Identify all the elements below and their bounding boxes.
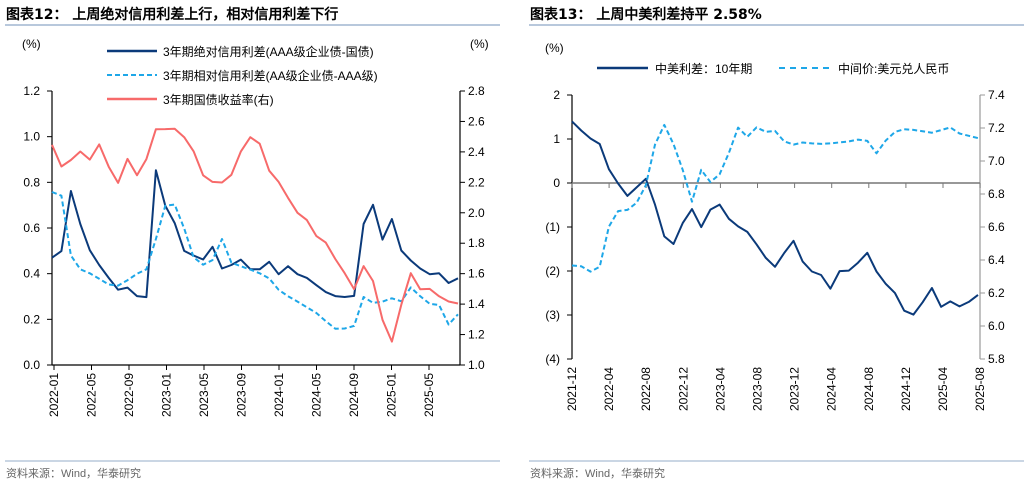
right-tick-label: 6.0 [988, 319, 1005, 333]
chart12-right-unit: (%) [470, 37, 489, 51]
right-tick-label: 7.4 [988, 88, 1005, 102]
x-tick-label: 2021-12 [565, 367, 579, 411]
chart12-legend: 3年期绝对信用利差(AAA级企业债-国债) 3年期相对信用利差(AA级企业债-A… [107, 44, 378, 107]
x-tick-label: 2022-01 [47, 373, 61, 417]
x-tick-label: 2025-01 [385, 373, 399, 417]
right-tick-label: 6.6 [988, 220, 1005, 234]
series-line-1 [571, 123, 979, 273]
x-tick-label: 2024-09 [347, 373, 361, 417]
left-tick-label: (1) [545, 220, 560, 234]
legend-label-treasury: 3年期国债收益率(右) [163, 92, 274, 107]
series-line-0 [571, 120, 979, 316]
right-tick-label: 2.8 [468, 84, 485, 98]
right-tick-label: 6.8 [988, 187, 1005, 201]
x-tick-label: 2024-05 [310, 373, 324, 417]
x-tick-label: 2022-04 [602, 367, 616, 411]
right-tick-label: 1.8 [468, 236, 485, 250]
x-tick-label: 2025-05 [422, 373, 436, 417]
legend-label-abs-spread: 3年期绝对信用利差(AAA级企业债-国债) [163, 44, 374, 59]
chart13-left-unit: (%) [545, 41, 564, 55]
series-line-1 [51, 191, 459, 330]
left-tick-label: 0.4 [23, 267, 40, 281]
right-tick-label: 2.0 [468, 206, 485, 220]
left-tick-label: 2 [553, 88, 560, 102]
chart13-source: 资料来源：Wind，华泰研究 [530, 466, 665, 480]
x-tick-label: 2023-05 [197, 373, 211, 417]
series-line-2 [51, 127, 459, 343]
right-tick-label: 1.6 [468, 267, 485, 281]
chart12-title: 图表12： 上周绝对信用利差上行，相对信用利差下行 [6, 6, 338, 23]
left-tick-label: 1.2 [23, 84, 40, 98]
right-tick-label: 7.2 [988, 121, 1005, 135]
right-tick-label: 1.0 [468, 358, 485, 372]
legend-label-usdcny: 中间价:美元兑人民币 [838, 61, 949, 76]
right-tick-label: 5.8 [988, 352, 1005, 366]
left-tick-label: 1 [553, 132, 560, 146]
x-tick-label: 2024-08 [862, 367, 876, 411]
x-tick-label: 2023-04 [713, 367, 727, 411]
right-tick-label: 1.2 [468, 328, 485, 342]
x-tick-label: 2025-08 [973, 367, 987, 411]
left-tick-label: 0.2 [23, 312, 40, 326]
right-tick-label: 2.6 [468, 114, 485, 128]
left-tick-label: 0 [553, 176, 560, 190]
x-tick-label: 2022-09 [122, 373, 136, 417]
right-tick-label: 2.4 [468, 145, 485, 159]
right-tick-label: 6.4 [988, 253, 1005, 267]
left-tick-label: 0.6 [23, 221, 40, 235]
left-tick-label: (4) [545, 352, 560, 366]
legend-label-rel-spread: 3年期相对信用利差(AA级企业债-AAA级) [163, 68, 378, 83]
left-tick-label: (2) [545, 264, 560, 278]
x-tick-label: 2023-09 [235, 373, 249, 417]
chart13-title: 图表13： 上周中美利差持平 2.58% [530, 6, 762, 23]
left-tick-label: 0.0 [23, 358, 40, 372]
right-tick-label: 7.0 [988, 154, 1005, 168]
x-tick-label: 2022-08 [639, 367, 653, 411]
chart12-left-unit: (%) [22, 37, 41, 51]
x-tick-label: 2023-12 [788, 367, 802, 411]
x-tick-label: 2023-01 [160, 373, 174, 417]
x-tick-label: 2022-12 [676, 367, 690, 411]
right-tick-label: 6.2 [988, 286, 1005, 300]
left-tick-label: 1.0 [23, 130, 40, 144]
chart13-legend: 中美利差：10年期 中间价:美元兑人民币 [597, 61, 949, 76]
left-tick-label: (3) [545, 308, 560, 322]
x-tick-label: 2025-04 [936, 367, 950, 411]
x-tick-label: 2024-01 [272, 373, 286, 417]
right-tick-label: 2.2 [468, 175, 485, 189]
right-tick-label: 1.4 [468, 297, 485, 311]
x-tick-label: 2023-08 [751, 367, 765, 411]
legend-label-us-cn-spread: 中美利差：10年期 [655, 61, 752, 76]
x-tick-label: 2024-12 [899, 367, 913, 411]
series-line-0 [51, 169, 459, 299]
x-tick-label: 2022-05 [85, 373, 99, 417]
x-tick-label: 2024-04 [825, 367, 839, 411]
left-tick-label: 0.8 [23, 175, 40, 189]
chart12-source: 资料来源：Wind，华泰研究 [6, 466, 141, 480]
